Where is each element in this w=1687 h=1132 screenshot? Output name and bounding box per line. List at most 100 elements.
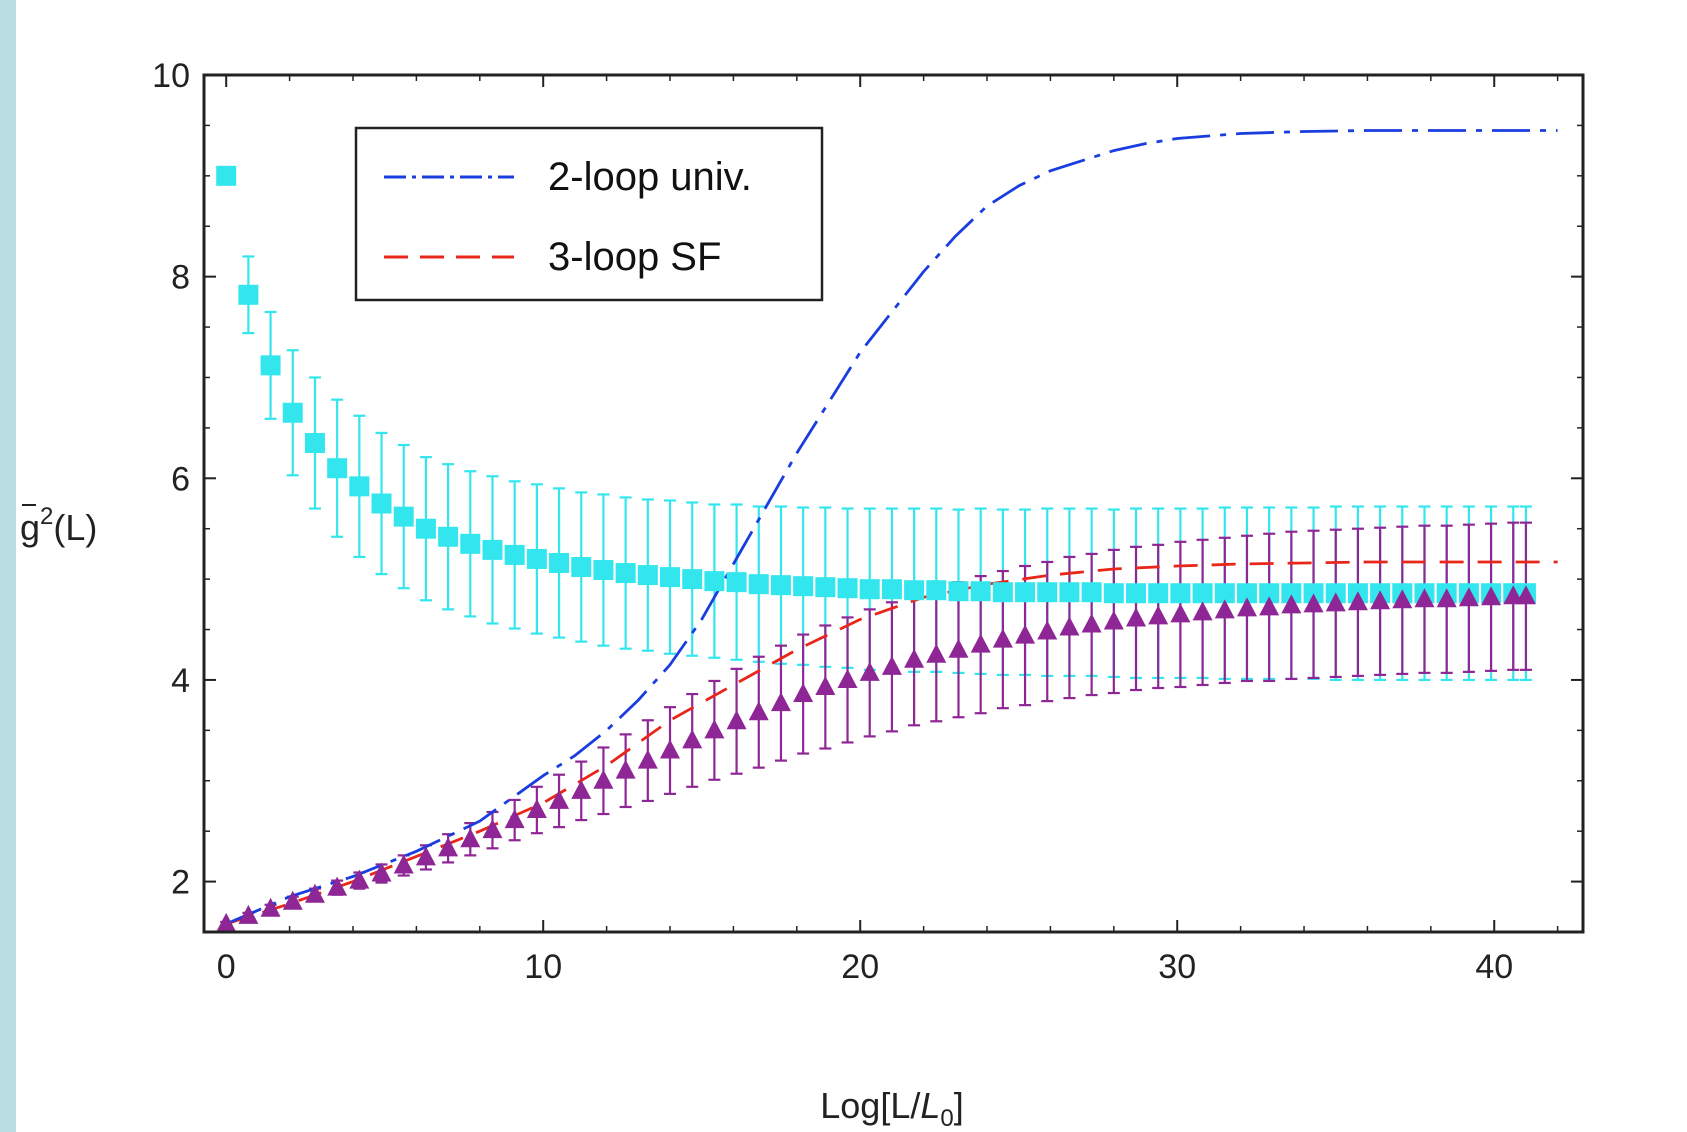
purple-triangle-point [1414,588,1435,608]
cyan-square-point [1081,582,1102,603]
cyan-square-point [460,533,481,554]
purple-triangle-point [881,655,902,675]
purple-triangle-point [926,643,947,663]
purple-triangle-point [1214,599,1235,619]
cyan-square-point [1015,582,1036,603]
legend-label-2-loop: 2-loop univ. [548,155,752,199]
x-tick-label: 0 [217,948,236,986]
cyan-square-point [637,565,658,586]
purple-triangle-point [349,869,370,889]
purple-triangle-point [1515,585,1536,605]
purple-triangle-point [1481,586,1502,606]
cyan-square-point [881,579,902,600]
purple-triangle-point [482,819,503,839]
cyan-square-point [260,355,281,376]
cyan-square-point [415,518,436,539]
purple-triangle-point [1126,607,1147,627]
cyan-square-point [837,578,858,599]
cyan-square-point [304,433,325,454]
purple-triangle-point [1392,589,1413,609]
cyan-square-point [615,563,636,584]
cyan-square-point [726,572,747,593]
purple-triangle-point [992,628,1013,648]
purple-triangle-point [1037,620,1058,640]
purple-triangle-point [682,729,703,749]
purple-triangle-point [327,876,348,896]
cyan-square-point [327,458,348,479]
cyan-square-point [526,548,547,569]
cyan-square-point [1037,582,1058,603]
x-axis-title: Log[L/L0] [820,1085,964,1132]
cyan-square-point [660,567,681,588]
purple-triangle-point [549,789,570,809]
cyan-square-point [770,575,791,596]
purple-triangle-point [1281,594,1302,614]
cyan-square-point [1214,583,1235,604]
y-tick-label: 4 [171,662,190,700]
cyan-square-point [748,574,769,595]
purple-triangle-point [393,854,414,874]
purple-triangle-point [948,638,969,658]
cyan-square-point [704,571,725,592]
purple-triangle-point [615,759,636,779]
purple-triangle-point [704,719,725,739]
cyan-square-point [549,552,570,573]
purple-triangle-point [1015,624,1036,644]
cyan-square-point [948,581,969,602]
purple-triangle-point [238,904,259,924]
cyan-square-point [1126,583,1147,604]
y-axis-title: g2(L) [20,503,97,548]
cyan-square-point [1059,582,1080,603]
purple-triangle-point [1370,590,1391,610]
y-tick-label: 8 [171,259,190,297]
purple-triangle-point [1325,592,1346,612]
cyan-square-point [238,284,259,305]
purple-triangle-point [1148,605,1169,625]
cyan-square-point [1259,583,1280,604]
purple-triangle-point [793,683,814,703]
purple-triangle-point [1259,596,1280,616]
purple-triangle-point [1236,597,1257,617]
purple-triangle-point [1059,616,1080,636]
purple-triangle-point [1303,593,1324,613]
cyan-square-point [1236,583,1257,604]
x-tick-label: 30 [1158,948,1196,986]
purple-triangle-point [660,739,681,759]
purple-triangle-point [304,883,325,903]
cyan-square-point [682,569,703,590]
purple-triangle-point [282,890,303,910]
plot-area-border [202,73,1585,934]
cyan-square-point [504,544,525,565]
cyan-square-point [438,526,459,547]
series-2-loop-univ-line [225,129,1558,926]
y-tick-label: 6 [171,460,190,498]
y-tick-label: 2 [171,864,190,902]
cyan-square-point [593,560,614,581]
purple-triangle-point [1081,613,1102,633]
purple-triangle-point [770,692,791,712]
cyan-square-point [393,506,414,527]
cyan-square-point [371,493,392,514]
cyan-square-point [815,577,836,598]
svg-text:g2(L): g2(L) [20,503,97,548]
cyan-square-point [1103,583,1124,604]
purple-triangle-point [504,809,525,829]
purple-triangle-point [637,749,658,769]
purple-triangle-point [371,862,392,882]
purple-triangle-point [1436,588,1457,608]
purple-triangle-point [571,779,592,799]
purple-triangle-point [904,648,925,668]
purple-triangle-point [260,897,281,917]
legend-label-3-loop: 3-loop SF [548,235,721,279]
chart-frame: 0 10 20 30 40 2 4 6 8 10 2-loop univ. 3-loop SF L… [16,0,1687,1132]
purple-triangle-point [970,633,991,653]
cyan-square-point [1303,583,1324,604]
purple-triangle-point [726,710,747,730]
purple-triangle-point [837,668,858,688]
cyan-square-point [904,580,925,601]
legend-box [354,126,824,302]
purple-triangle-point [1458,587,1479,607]
purple-triangle-point [415,846,436,866]
cyan-square-point [216,165,237,186]
purple-triangle-point [216,912,237,932]
